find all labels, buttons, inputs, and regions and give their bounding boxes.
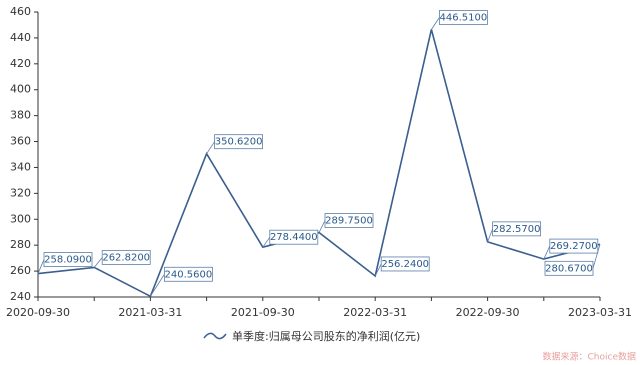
x-tick-label: 2022-03-31 [343,306,407,319]
label-box [549,238,599,254]
value-label: 256.2400 [381,259,429,270]
y-tick-label: 420 [10,57,31,70]
y-tick-label: 360 [10,135,31,148]
label-leader [150,274,165,297]
y-tick-label: 440 [10,31,31,44]
label-box [380,256,430,272]
y-tick-label: 300 [10,212,31,225]
label-box [43,252,93,267]
source-note: 数据来源：Choice数据 [543,351,636,363]
value-label: 278.4400 [270,232,318,243]
x-tick-label: 2020-09-30 [6,306,70,319]
label-box [269,229,319,245]
label-box [214,134,264,150]
value-label: 350.6200 [215,137,263,148]
label-box [163,266,213,282]
label-leader [592,244,601,269]
y-tick-label: 380 [10,109,31,122]
label-box [324,213,374,228]
value-label: 262.8200 [102,252,150,263]
x-tick-label: 2021-09-30 [231,306,295,319]
value-label: 269.2700 [550,241,598,252]
value-label: 282.5700 [493,224,541,235]
y-tick-label: 340 [10,160,31,173]
x-tick-label: 2023-03-31 [568,306,632,319]
legend-label: 单季度:归属母公司股东的净利润(亿元) [232,329,420,343]
y-tick-label: 280 [10,238,31,251]
value-label: 289.7500 [325,216,373,227]
label-leader [543,245,551,260]
y-tick-label: 400 [10,83,31,96]
label-box [101,250,151,265]
label-leader [374,263,382,277]
value-label: 240.5600 [165,269,213,280]
y-tick-label: 460 [10,5,31,18]
label-leader [318,220,326,233]
y-tick-label: 240 [10,290,31,303]
x-tick-label: 2022-09-30 [456,306,520,319]
label-leader [93,257,103,268]
label-box [438,10,488,25]
value-label: 446.5100 [440,12,488,23]
label-leader [37,259,45,274]
label-leader [206,141,215,154]
value-label: 258.0900 [44,255,92,266]
legend-icon [203,332,227,340]
y-tick-label: 260 [10,264,31,277]
x-tick-label: 2021-03-31 [118,306,182,319]
y-tick-label: 320 [10,186,31,199]
label-box [544,260,594,276]
label-leader [262,236,271,248]
label-leader [431,17,440,30]
label-box [492,221,542,237]
value-label: 280.6700 [545,263,593,274]
label-leader [487,228,493,242]
